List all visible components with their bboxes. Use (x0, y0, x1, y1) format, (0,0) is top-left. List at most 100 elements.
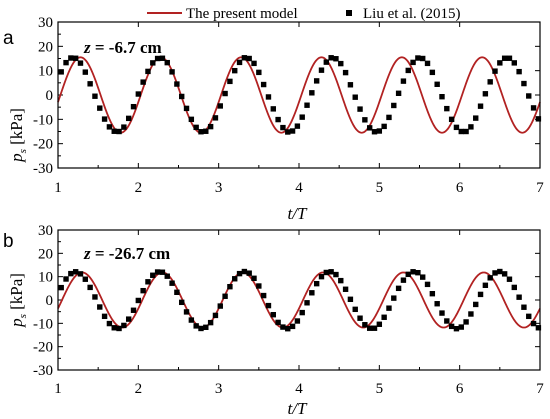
panel-a-ytick-label-30: 30 (38, 15, 53, 31)
panel-b-data-point (222, 293, 228, 299)
panel-b-data-point (371, 325, 378, 331)
panel-b-xtick-label-1: 1 (54, 381, 62, 397)
panel-a-xtick-label-3: 3 (215, 180, 223, 196)
panel-b-data-point (135, 297, 142, 304)
panel-a-data-point (256, 69, 262, 76)
panel-b-data-point (405, 271, 411, 278)
panel-a-xtick-label-1: 1 (54, 180, 62, 196)
panel-a-data-point (487, 79, 493, 85)
panel-a-data-point (130, 103, 137, 110)
panel-a-data-point (135, 91, 142, 97)
panel-b-data-point (366, 325, 373, 331)
panel-b-data-point (159, 269, 166, 275)
panel-a-data-point (63, 59, 69, 66)
panel-a-data-point (424, 60, 431, 67)
panel-b-data-point (280, 324, 286, 330)
panel-b-data-point (497, 268, 503, 275)
panel-b-ytick-label-20: 20 (38, 246, 53, 262)
panel-a-data-point (106, 124, 113, 130)
panel-a-data-point (323, 59, 330, 65)
panel-a-ylabel-sub: s (17, 149, 29, 153)
panel-a-data-point (313, 78, 320, 84)
panel-b-data-point (101, 313, 108, 320)
panel-a-data-point (530, 105, 537, 111)
legend-data-marker (346, 10, 352, 16)
panel-a-ticks: 1 2 3 4 5 6 7 30 20 10 0 -10 -20 -30 (33, 15, 544, 196)
panel-a-data-point (232, 67, 238, 74)
panel-b-data-point (164, 273, 170, 279)
panel-a-data-point (429, 69, 436, 76)
panel-a-data-point (246, 55, 252, 62)
panel-b-data-point (275, 319, 281, 326)
panel-a-data-point (439, 94, 445, 100)
panel-b-annotation-value: = -26.7 cm (91, 244, 171, 263)
panel-a-ylabel-unit: [kPa] (7, 108, 26, 149)
panel-b-data-point (140, 287, 146, 294)
panel-a-data-point (492, 68, 498, 74)
panel-b-data-point (111, 325, 117, 331)
panel-b-data-point (420, 274, 426, 280)
panel-a-ytick-label--30: -30 (33, 161, 53, 177)
panel-b-data-point (381, 314, 387, 320)
panel-b-data-point (391, 295, 397, 301)
panel-a-data-point (299, 114, 305, 120)
legend-data-label: Liu et al. (2015) (363, 6, 460, 22)
panel-b-data-point (121, 322, 127, 329)
panel-a-ytick-label-0: 0 (46, 88, 54, 104)
panel-b-data-point (183, 309, 190, 315)
panel-a-data-point (212, 115, 219, 121)
panel-b-data-point (318, 273, 325, 280)
panel-b-xtick-label-5: 5 (376, 381, 384, 397)
panel-b-data-point (313, 280, 320, 287)
panel-b-data-point (333, 271, 339, 278)
panel-b-data-point (97, 304, 103, 310)
panel-b-ylabel-sub: s (17, 314, 29, 318)
panel-b-data-point (92, 294, 98, 300)
panel-b-data-point (77, 271, 84, 277)
panel-a-xtick-label-7: 7 (536, 180, 544, 196)
panel-a-data-point (371, 129, 378, 135)
panel-a-data-point (260, 81, 267, 88)
panel-a-data-point (111, 128, 117, 134)
panel-b-data-point (304, 300, 310, 306)
panel-a-data-point (318, 67, 325, 73)
panel-a-data-point (179, 93, 185, 100)
panel-a-data-point (174, 81, 180, 87)
panel-b-data-point (376, 321, 383, 327)
panel-a-data-point (251, 60, 257, 67)
panel-a-data-point (362, 117, 368, 123)
panel-b-data-point (58, 284, 64, 291)
panel-b-data-point (82, 276, 89, 282)
panel-b-data-point (463, 319, 469, 325)
panel-a-data-point (309, 90, 315, 96)
panel-b-data-point (492, 270, 498, 276)
panel-b-data-point (68, 270, 74, 277)
panel-a-data-point (198, 129, 204, 135)
panel-a-xtick-label-5: 5 (376, 180, 384, 196)
panel-b-data-point (227, 284, 233, 290)
panel-b-data-point (299, 309, 305, 316)
panel-a-data-point (116, 128, 122, 135)
panel-b-data-point (362, 322, 368, 328)
panel-b-data-point (521, 304, 527, 310)
panel-a-ytick-label--20: -20 (33, 137, 53, 153)
panel-b-data-point (188, 317, 195, 323)
panel-a-xtick-label-4: 4 (295, 180, 303, 196)
panel-a-frame (57, 21, 541, 169)
panel-b-ytick-label--20: -20 (33, 340, 53, 356)
panel-a-data-point (366, 125, 373, 131)
panel-b-ytick-label--10: -10 (33, 316, 53, 332)
panel-a-data-point (227, 78, 233, 85)
panel-a-data-point (150, 60, 156, 66)
panel-b-data-point (246, 270, 252, 276)
panel-a-data-point (468, 124, 474, 130)
panel-a-data-point (497, 60, 503, 66)
panel-a-data-point (482, 91, 489, 97)
panel-a-data-point (280, 124, 286, 131)
panel-b-data-point (400, 277, 407, 283)
panel-a-data-point (294, 123, 301, 129)
panel-b-data-point (203, 324, 209, 330)
panel-b-ylabel: ps [kPa] (7, 273, 29, 328)
panel-a-ylabel: ps [kPa] (7, 108, 29, 163)
panel-b-xtick-label-7: 7 (536, 381, 544, 397)
